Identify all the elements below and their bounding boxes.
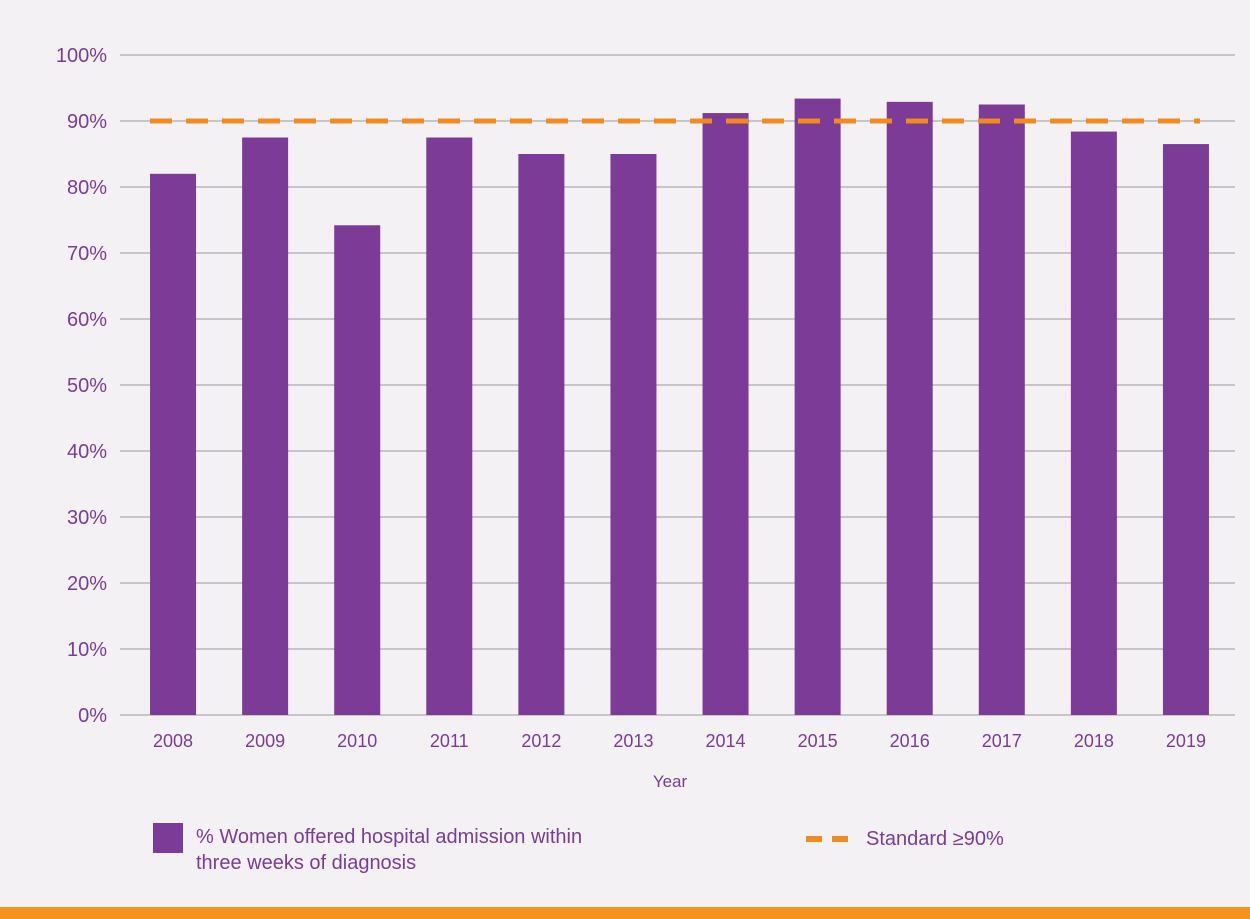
x-tick-label: 2016 (890, 731, 930, 751)
legend-bar-label-line2: three weeks of diagnosis (196, 852, 417, 874)
x-tick-label: 2019 (1166, 731, 1206, 751)
bar-2018 (1070, 131, 1117, 715)
bar-2012 (518, 154, 565, 715)
bars (150, 98, 1209, 716)
y-tick-label: 20% (67, 573, 107, 595)
y-tick-label: 30% (67, 507, 107, 529)
y-tick-label: 90% (67, 111, 107, 133)
y-axis-ticks: 0% 10% 20% 30% 40% 50% 60% 70% 80% 90% 100% (56, 45, 107, 727)
x-axis-ticks: 2008 2009 2010 2011 2012 2013 2014 2015 2016 2017… (153, 731, 1206, 751)
bar-2019 (1162, 144, 1209, 716)
bar-2015 (794, 98, 841, 715)
bar-2016 (886, 101, 933, 716)
y-tick-label: 70% (67, 243, 107, 265)
x-tick-label: 2017 (982, 731, 1022, 751)
bar-2017 (978, 104, 1025, 715)
bar-2013 (610, 154, 657, 715)
y-tick-label: 100% (56, 45, 107, 67)
x-tick-label: 2010 (337, 731, 377, 751)
x-tick-label: 2008 (153, 731, 193, 751)
x-tick-label: 2015 (798, 731, 838, 751)
grid-lines (120, 54, 1235, 716)
bar-2014 (702, 113, 749, 715)
x-tick-label: 2009 (245, 731, 285, 751)
x-tick-label: 2018 (1074, 731, 1114, 751)
bottom-accent-band (0, 907, 1250, 919)
legend-bar-label-line1: % Women offered hospital admission withi… (196, 826, 583, 848)
bar-2008 (150, 173, 197, 716)
x-tick-label: 2012 (521, 731, 561, 751)
x-axis-label: Year (653, 772, 688, 791)
y-tick-label: 60% (67, 309, 107, 331)
bar-2011 (426, 137, 473, 715)
bar-2010 (334, 225, 381, 715)
legend-bar-swatch (153, 823, 183, 853)
x-tick-label: 2011 (430, 731, 469, 751)
legend-standard-swatch (806, 836, 854, 842)
y-tick-label: 50% (67, 375, 107, 397)
y-tick-label: 0% (78, 705, 107, 727)
legend-standard-label: Standard ≥90% (866, 828, 1004, 850)
x-tick-label: 2014 (706, 731, 746, 751)
y-tick-label: 80% (67, 177, 107, 199)
bar-2009 (242, 137, 289, 715)
bar-chart: 0%10%20%30%40%50%60%70%80%90%100% 2008 20… (56, 45, 1235, 791)
y-tick-label: 40% (67, 441, 107, 463)
x-tick-label: 2013 (613, 731, 653, 751)
legend-bar-label: % Women offered hospital admission withi… (196, 824, 696, 876)
y-tick-label: 10% (67, 639, 107, 661)
